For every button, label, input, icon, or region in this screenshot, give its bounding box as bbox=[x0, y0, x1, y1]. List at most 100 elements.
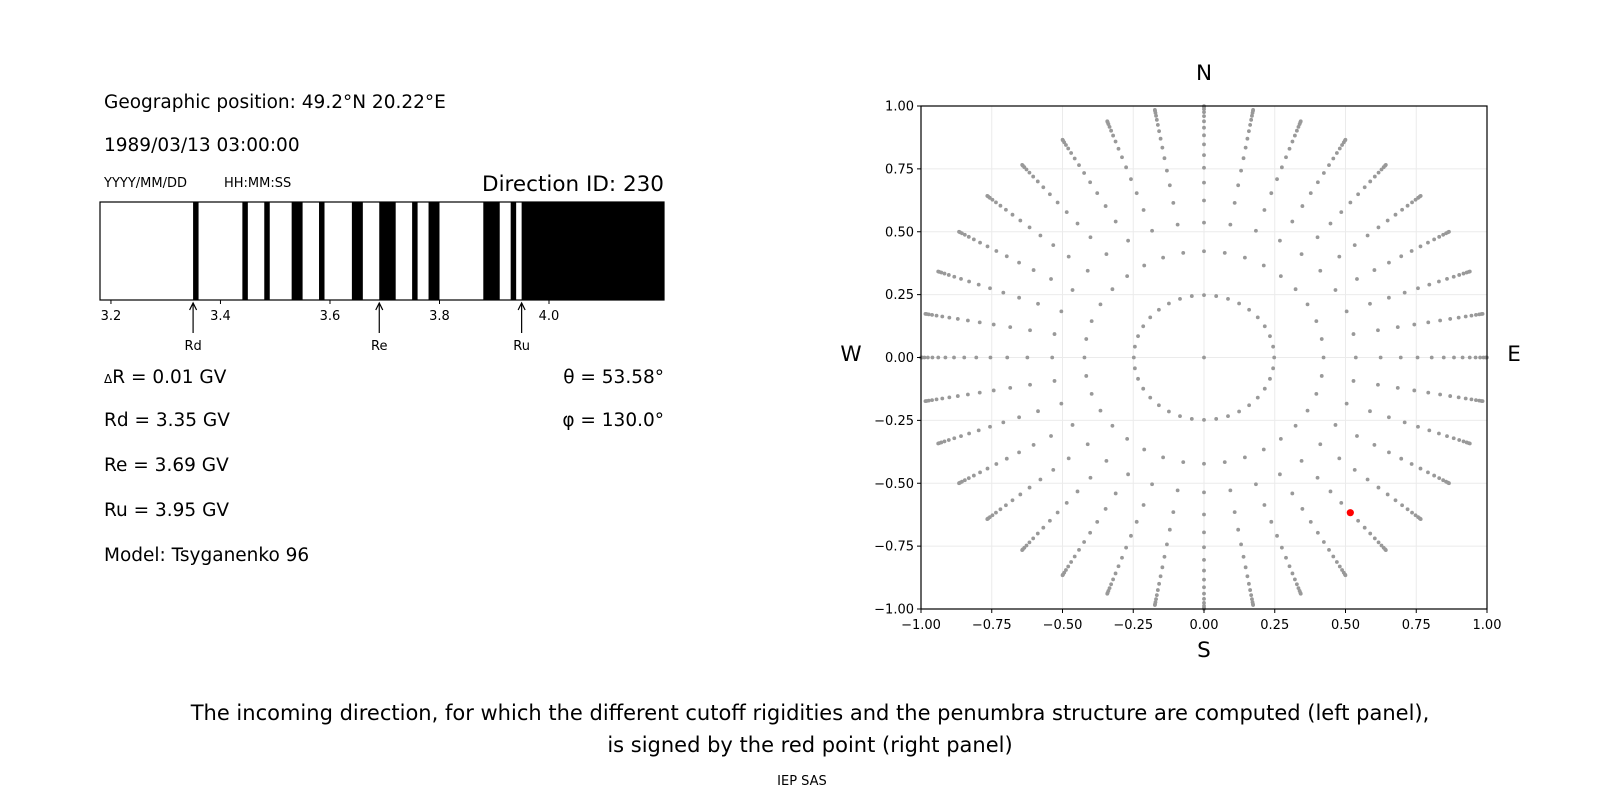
direction-point bbox=[988, 424, 992, 429]
direction-point bbox=[1352, 243, 1357, 247]
direction-point bbox=[1278, 472, 1282, 477]
direction-point bbox=[930, 312, 934, 317]
direction-point bbox=[1409, 462, 1414, 466]
x-tick-label: −0.50 bbox=[1043, 618, 1083, 633]
direction-point bbox=[1292, 577, 1297, 582]
direction-point bbox=[1480, 399, 1485, 404]
direction-point bbox=[1272, 355, 1277, 360]
compass-west: W bbox=[840, 342, 861, 367]
direction-point bbox=[1386, 415, 1391, 420]
direction-point bbox=[1202, 125, 1206, 130]
direction-point bbox=[978, 240, 982, 245]
direction-point bbox=[1152, 603, 1157, 607]
direction-point bbox=[1154, 593, 1159, 598]
direction-point bbox=[936, 441, 941, 446]
direction-point bbox=[1116, 146, 1121, 151]
direction-point bbox=[1109, 128, 1114, 133]
direction-point bbox=[965, 318, 970, 323]
direction-point bbox=[1447, 229, 1451, 234]
direction-point bbox=[1161, 455, 1166, 460]
direction-point bbox=[1001, 420, 1006, 425]
direction-point bbox=[940, 314, 945, 319]
direction-point bbox=[1084, 374, 1089, 378]
y-tick-label: 0.75 bbox=[885, 162, 914, 177]
direction-point bbox=[1448, 317, 1453, 321]
direction-point bbox=[1167, 301, 1171, 306]
direction-point bbox=[1385, 492, 1390, 497]
direction-point bbox=[1410, 200, 1414, 205]
direction-point bbox=[1070, 423, 1075, 427]
direction-point bbox=[1020, 548, 1025, 552]
direction-point bbox=[1337, 146, 1342, 151]
direction-point bbox=[1299, 458, 1304, 463]
direction-point bbox=[1155, 123, 1160, 127]
direction-point bbox=[1041, 185, 1046, 190]
penumbra-band bbox=[510, 202, 517, 300]
direction-point bbox=[1300, 507, 1305, 511]
direction-point bbox=[1141, 503, 1146, 507]
direction-point bbox=[1165, 168, 1169, 173]
direction-point bbox=[1110, 423, 1115, 428]
direction-point bbox=[942, 439, 947, 444]
direction-point bbox=[1084, 337, 1089, 341]
direction-point bbox=[1429, 355, 1434, 360]
compass-north: N bbox=[1196, 61, 1212, 86]
direction-point bbox=[1059, 401, 1064, 406]
direction-point bbox=[1017, 295, 1022, 300]
direction-point bbox=[1327, 163, 1331, 168]
direction-point bbox=[1001, 290, 1006, 295]
direction-point bbox=[934, 397, 939, 402]
direction-point bbox=[1018, 218, 1023, 223]
direction-point bbox=[1261, 263, 1266, 268]
direction-point bbox=[1290, 571, 1295, 576]
x-tick-label: 0.50 bbox=[1331, 618, 1360, 633]
direction-point bbox=[1315, 475, 1320, 480]
direction-point bbox=[952, 274, 957, 279]
direction-point bbox=[934, 313, 939, 318]
direction-point bbox=[1321, 540, 1326, 544]
direction-point bbox=[1376, 485, 1381, 490]
direction-point bbox=[1343, 573, 1348, 578]
direction-point bbox=[1126, 472, 1130, 477]
direction-point bbox=[1202, 119, 1206, 124]
direction-point bbox=[1031, 174, 1036, 179]
direction-point bbox=[1157, 581, 1161, 586]
direction-point bbox=[1321, 355, 1326, 360]
direction-point bbox=[957, 229, 961, 234]
direction-point bbox=[1279, 545, 1284, 550]
direction-point bbox=[1438, 392, 1443, 397]
direction-point bbox=[1136, 334, 1140, 339]
direction-point bbox=[1134, 191, 1139, 196]
direction-point bbox=[1141, 324, 1146, 329]
direction-point bbox=[1125, 436, 1130, 441]
direction-point bbox=[1222, 460, 1227, 465]
arrow-head-icon bbox=[517, 301, 526, 311]
direction-point bbox=[1098, 408, 1103, 413]
y-tick-label: −0.50 bbox=[874, 477, 914, 492]
direction-point bbox=[1445, 277, 1449, 281]
direction-point bbox=[1298, 591, 1303, 596]
ru-value: Ru = 3.95 GV bbox=[104, 500, 229, 521]
penumbra-band bbox=[483, 202, 500, 300]
direction-point bbox=[1008, 325, 1013, 330]
direction-point bbox=[1038, 233, 1043, 238]
direction-point bbox=[1124, 545, 1129, 550]
time-format-label: HH:MM:SS bbox=[224, 176, 291, 191]
direction-point bbox=[1088, 180, 1093, 185]
direction-point bbox=[1004, 207, 1008, 212]
direction-point bbox=[1116, 564, 1121, 569]
direction-point bbox=[1031, 443, 1036, 447]
direction-point bbox=[1150, 482, 1154, 487]
direction-point bbox=[1356, 192, 1361, 197]
direction-point bbox=[1041, 525, 1046, 530]
direction-point bbox=[1171, 510, 1176, 514]
direction-point bbox=[1441, 232, 1446, 237]
direction-point bbox=[1113, 219, 1118, 224]
direction-point bbox=[1036, 409, 1040, 414]
direction-point bbox=[1202, 596, 1206, 601]
penumbra-frame bbox=[99, 201, 665, 301]
direction-point bbox=[1222, 250, 1227, 255]
direction-point bbox=[1255, 315, 1260, 320]
credit: IEP SAS bbox=[777, 774, 827, 789]
direction-point bbox=[1248, 588, 1253, 592]
